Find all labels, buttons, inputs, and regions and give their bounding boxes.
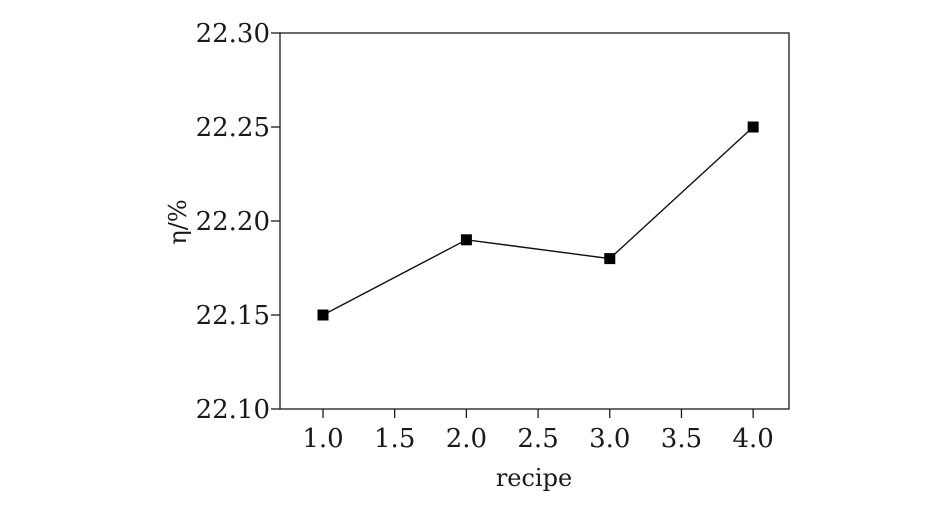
data-point-marker (604, 253, 616, 265)
x-tick-label: 4.0 (732, 424, 773, 454)
x-tick-label: 2.0 (446, 424, 487, 454)
y-tick-label: 22.25 (196, 113, 270, 143)
x-tick-label: 1.5 (374, 424, 415, 454)
x-tick-label: 3.5 (661, 424, 702, 454)
y-tick-label: 22.10 (196, 395, 270, 425)
y-axis: 22.10 22.15 22.20 22.25 22.30 (196, 19, 280, 425)
series-line (322, 126, 754, 316)
x-axis-title: recipe (496, 464, 572, 492)
data-point-marker (317, 309, 329, 321)
x-tick-label: 3.0 (589, 424, 630, 454)
data-point-marker (460, 234, 472, 246)
y-tick-label: 22.30 (196, 19, 270, 49)
series-layer (317, 121, 759, 321)
y-tick-label: 22.15 (196, 301, 270, 331)
data-point-marker (747, 121, 759, 133)
x-tick-label: 1.0 (302, 424, 343, 454)
x-axis: 1.0 1.5 2.0 2.5 3.0 3.5 4.0 (302, 409, 774, 454)
y-axis-title: η/% (164, 199, 192, 244)
y-tick-label: 22.20 (196, 207, 270, 237)
x-tick-label: 2.5 (517, 424, 558, 454)
plot-frame (279, 32, 790, 410)
